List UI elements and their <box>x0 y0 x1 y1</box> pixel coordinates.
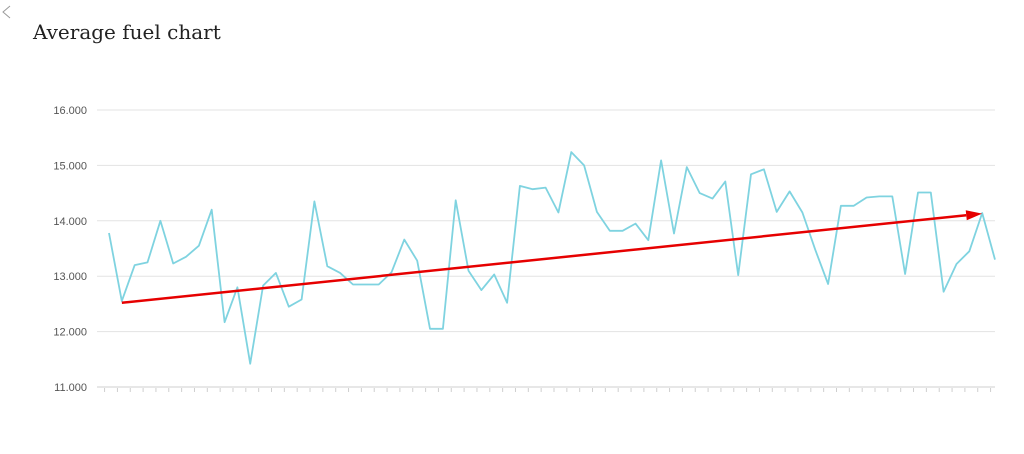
x-axis-ticks <box>104 388 992 392</box>
back-arrow-icon[interactable] <box>0 0 14 20</box>
y-tick-label: 13.000 <box>53 271 87 283</box>
series-layer <box>108 151 996 365</box>
trend-arrow-head <box>965 210 983 221</box>
y-tick-label: 16.000 <box>53 105 87 117</box>
y-tick-label: 15.000 <box>53 160 87 172</box>
page-title: Average fuel chart <box>33 20 221 44</box>
y-tick-label: 11.000 <box>54 382 87 394</box>
trend-arrow-line <box>121 214 967 305</box>
trend-annotation <box>121 210 983 305</box>
y-axis-tick-labels: 11.000 12.000 13.000 14.000 15.000 16.000 <box>53 105 87 394</box>
grid-lines <box>97 109 995 388</box>
series-line <box>108 151 996 365</box>
y-tick-label: 14.000 <box>53 216 87 228</box>
y-tick-label: 12.000 <box>53 327 87 339</box>
